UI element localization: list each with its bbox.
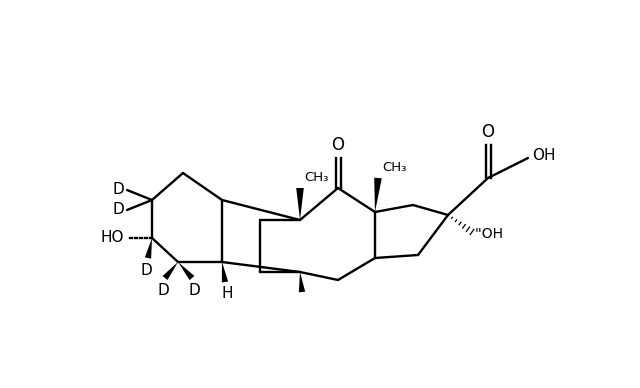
Text: OH: OH <box>532 149 556 163</box>
Text: D: D <box>157 283 169 298</box>
Polygon shape <box>163 262 178 280</box>
Polygon shape <box>222 262 228 282</box>
Text: D: D <box>112 203 124 218</box>
Polygon shape <box>374 178 382 212</box>
Polygon shape <box>145 238 152 259</box>
Text: CH₃: CH₃ <box>304 171 328 184</box>
Polygon shape <box>299 272 305 292</box>
Text: HO: HO <box>100 230 124 246</box>
Text: D: D <box>188 283 200 298</box>
Polygon shape <box>178 262 195 280</box>
Text: D: D <box>112 182 124 197</box>
Text: O: O <box>481 123 495 141</box>
Text: H: H <box>221 286 233 301</box>
Polygon shape <box>296 188 304 220</box>
Text: D: D <box>140 263 152 278</box>
Text: O: O <box>332 136 344 154</box>
Text: CH₃: CH₃ <box>382 161 406 174</box>
Text: ''OH: ''OH <box>475 227 504 241</box>
